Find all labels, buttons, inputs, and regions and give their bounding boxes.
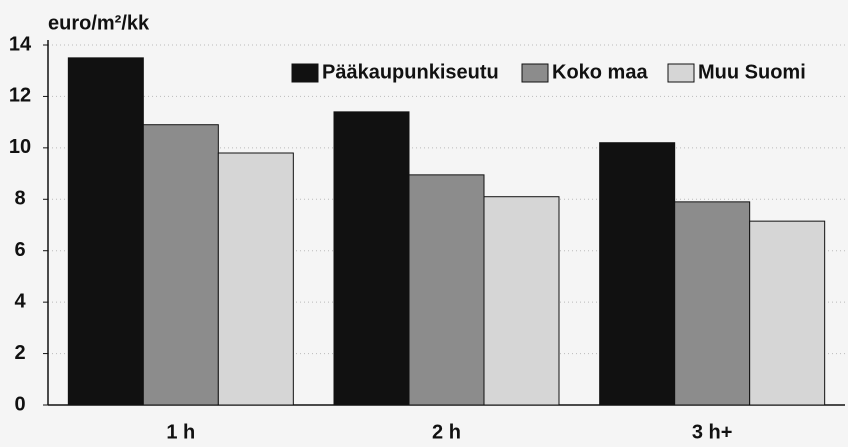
bar [599, 142, 676, 406]
legend-swatch [667, 63, 695, 83]
y-tick-label: 12 [9, 85, 31, 107]
y-tick-label: 8 [14, 188, 25, 210]
bar [142, 124, 219, 406]
y-tick-label: 4 [14, 290, 26, 312]
bar [674, 201, 751, 406]
x-tick-label: 2 h [432, 421, 461, 443]
bar [333, 111, 410, 406]
legend-label: Muu Suomi [698, 61, 806, 83]
y-tick-label: 2 [14, 342, 25, 364]
y-tick-label: 6 [14, 239, 25, 261]
x-tick-label: 3 h+ [692, 421, 733, 443]
legend-label: Koko maa [552, 61, 648, 83]
bar [217, 152, 294, 406]
bar [749, 220, 826, 406]
y-tick-label: 10 [9, 136, 31, 158]
x-tick-label: 1 h [166, 421, 195, 443]
bar [483, 196, 560, 406]
bar [67, 57, 144, 406]
legend-swatch [521, 63, 549, 83]
y-tick-label: 0 [14, 393, 25, 415]
bar [408, 174, 485, 406]
y-axis-label: euro/m²/kk [48, 12, 150, 34]
legend-label: Pääkaupunkiseutu [322, 61, 499, 83]
legend-swatch [291, 63, 319, 83]
y-tick-label: 14 [9, 33, 32, 55]
